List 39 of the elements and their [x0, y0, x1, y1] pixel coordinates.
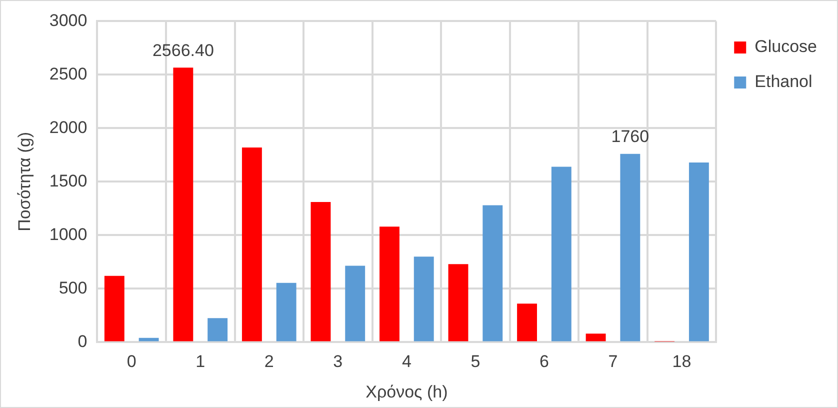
- x-axis-title: Χρόνος (h): [366, 382, 448, 402]
- bar: [482, 205, 503, 342]
- y-tick-label: 500: [58, 278, 88, 298]
- data-label: 1760: [611, 127, 650, 146]
- legend-label: Ethanol: [754, 72, 812, 92]
- bar: [414, 256, 434, 342]
- bar: [517, 304, 537, 342]
- bar: [688, 162, 709, 342]
- legend-label: Glucose: [754, 37, 818, 56]
- bar: [242, 147, 262, 342]
- x-tick-label: 0: [126, 352, 136, 372]
- bar: [448, 264, 468, 342]
- bar: [310, 202, 331, 342]
- y-tick-label: 2000: [49, 118, 88, 137]
- y-tick-label: 0: [78, 332, 88, 351]
- x-tick-label: 7: [608, 352, 618, 372]
- x-tick-label: 3: [333, 352, 343, 372]
- y-tick-label: 1000: [49, 224, 88, 244]
- bar: [345, 266, 366, 342]
- y-tick-label: 1500: [49, 171, 88, 190]
- x-tick-label: 1: [196, 352, 206, 372]
- bar: [138, 338, 159, 342]
- bar: [380, 226, 400, 342]
- x-tick-label: 4: [402, 352, 412, 372]
- x-tick-label: 5: [470, 352, 480, 372]
- bar: [173, 68, 194, 342]
- bar: [104, 276, 124, 342]
- bar: [620, 154, 640, 342]
- x-tick-label: 6: [539, 352, 549, 372]
- x-tick-label: 2: [264, 352, 274, 372]
- y-tick-label: 3000: [49, 10, 88, 30]
- data-label: 2566.40: [152, 40, 214, 60]
- bar: [208, 318, 228, 342]
- x-tick-label: 18: [672, 352, 692, 372]
- bar: [276, 282, 296, 342]
- bar: [551, 166, 572, 342]
- bar: [586, 334, 606, 342]
- y-tick-label: 2500: [49, 64, 88, 84]
- y-axis-title: Ποσότητα (g): [14, 132, 34, 232]
